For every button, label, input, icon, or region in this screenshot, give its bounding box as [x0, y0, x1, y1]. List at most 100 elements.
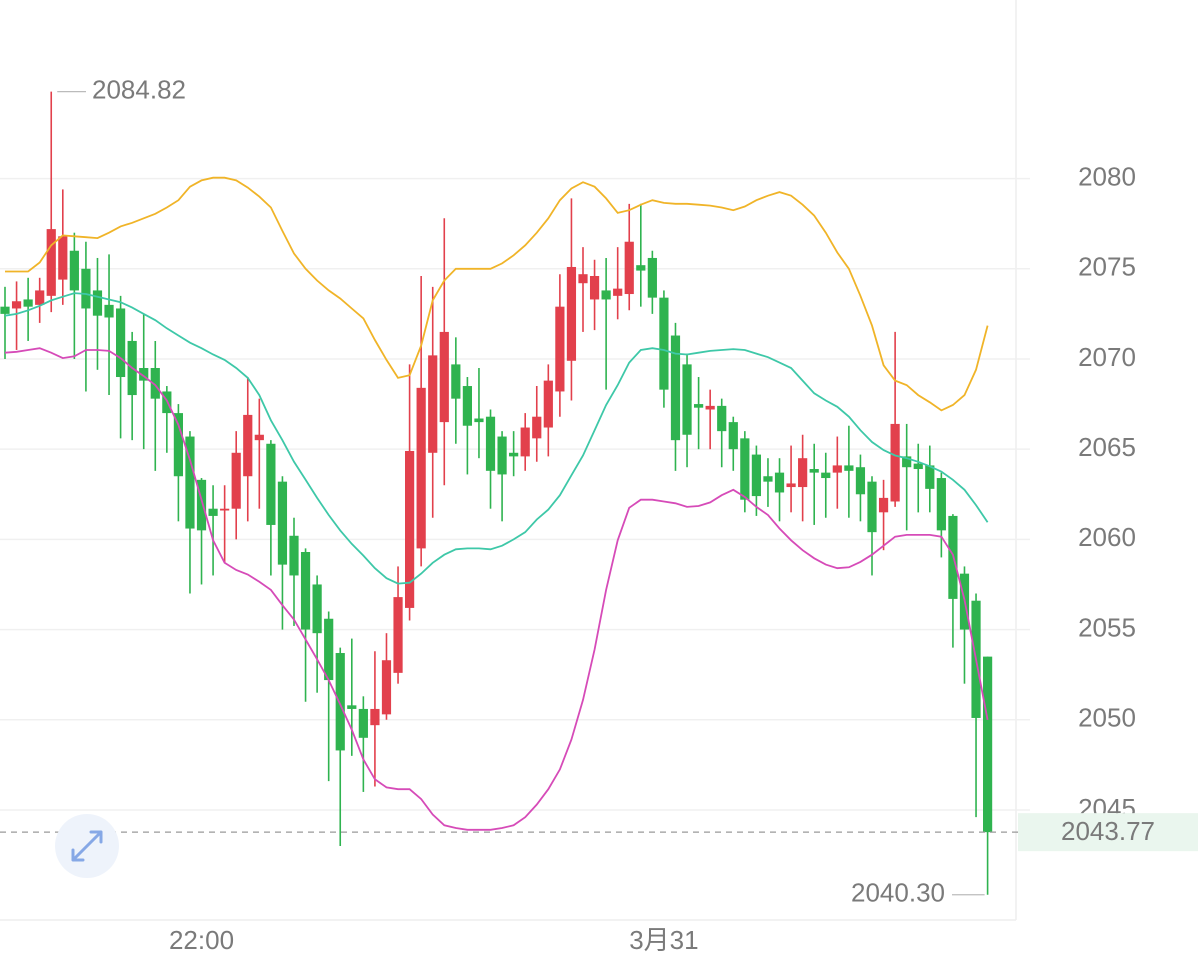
- candle-body: [578, 274, 588, 284]
- candle-body: [116, 308, 126, 378]
- candle-body: [589, 276, 600, 300]
- candle-body: [185, 436, 195, 529]
- candle-body: [208, 508, 218, 516]
- candle-body: [543, 380, 553, 428]
- candle-body: [601, 290, 611, 300]
- candle-body: [81, 268, 91, 309]
- candle-body: [670, 335, 681, 441]
- candle-body: [46, 229, 56, 296]
- candle-body: [266, 443, 276, 525]
- candle-body: [173, 413, 183, 477]
- candle-body: [277, 481, 288, 565]
- candle-body: [23, 299, 33, 307]
- candle-body: [902, 456, 912, 468]
- candle-body: [139, 368, 149, 381]
- candle-body: [613, 288, 623, 296]
- candle-body: [324, 618, 334, 681]
- candle-body: [381, 660, 392, 715]
- candle-body: [231, 452, 241, 509]
- candle-body: [462, 386, 472, 426]
- candle-body: [809, 469, 819, 473]
- y-tick-label: 2055: [1078, 612, 1136, 642]
- candle-body: [254, 434, 264, 441]
- candle-body: [855, 467, 866, 495]
- last-price-label: 2043.77: [1061, 816, 1155, 846]
- candle-body: [428, 355, 438, 453]
- band-line: [4, 292, 989, 585]
- y-tick-label: 2080: [1078, 161, 1136, 191]
- y-tick-label: 2065: [1078, 432, 1136, 462]
- x-tick-label: 3月31: [629, 925, 698, 955]
- candle-body: [844, 465, 854, 471]
- candle-body: [405, 450, 415, 608]
- candle-body: [763, 476, 773, 482]
- candle-body: [220, 508, 230, 511]
- candle-body: [69, 250, 79, 291]
- candle-body: [728, 422, 738, 450]
- candle-body: [196, 479, 207, 531]
- candle-body: [694, 404, 704, 408]
- candle-body: [451, 364, 461, 399]
- candle-body: [312, 584, 322, 634]
- candle-body: [104, 304, 114, 318]
- candle-body: [983, 656, 993, 833]
- candle-body: [439, 331, 449, 423]
- candle-body: [786, 483, 796, 488]
- candle-body: [878, 497, 889, 513]
- candle-body: [636, 265, 646, 271]
- candle-body: [751, 454, 761, 497]
- expand-icon: [71, 830, 103, 862]
- candle-body: [913, 463, 923, 470]
- candle-body: [300, 552, 311, 630]
- candle-body: [798, 458, 808, 488]
- candle-body: [821, 472, 831, 479]
- candle-body: [497, 436, 507, 475]
- candle-body: [474, 418, 484, 423]
- y-tick-label: 2050: [1078, 703, 1136, 733]
- y-tick-label: 2070: [1078, 342, 1136, 372]
- expand-button[interactable]: [55, 814, 119, 878]
- candle-body: [774, 472, 785, 493]
- band-line: [4, 347, 989, 831]
- candle-body: [416, 387, 426, 549]
- high-marker-label: 2084.82: [92, 75, 186, 105]
- candle-body: [520, 427, 530, 457]
- candle-body: [509, 452, 519, 457]
- candle-body: [925, 465, 935, 489]
- last-price-box: [1018, 813, 1198, 852]
- candle-body: [936, 478, 946, 531]
- band-line: [5, 176, 989, 412]
- candle-body: [555, 306, 565, 392]
- candle-body: [647, 257, 657, 298]
- candle-body: [659, 297, 669, 390]
- candle-body: [867, 481, 877, 533]
- candle-body: [682, 364, 692, 435]
- x-tick-label: 22:00: [169, 925, 234, 955]
- candle-body: [532, 416, 542, 439]
- candle-body: [624, 241, 634, 295]
- candle-body: [92, 290, 103, 316]
- candle-body: [740, 438, 750, 500]
- candle-body: [243, 414, 253, 477]
- candle-body: [717, 405, 727, 432]
- candle-body: [705, 405, 715, 410]
- candle-body: [393, 597, 403, 673]
- low-marker-label: 2040.30: [851, 878, 945, 908]
- candle-body: [566, 266, 577, 361]
- y-tick-label: 2060: [1078, 522, 1136, 552]
- candle-body: [289, 535, 299, 576]
- candle-body: [832, 465, 842, 473]
- candle-body: [358, 708, 368, 738]
- candle-body: [0, 306, 10, 314]
- candle-body: [485, 416, 496, 471]
- candle-body: [35, 290, 45, 305]
- candle-body: [370, 708, 380, 726]
- candle-body: [335, 653, 345, 751]
- candle-body: [11, 301, 22, 309]
- candle-body: [58, 236, 68, 280]
- y-tick-label: 2075: [1078, 252, 1136, 282]
- candle-body: [347, 705, 357, 709]
- candle-body: [150, 368, 160, 399]
